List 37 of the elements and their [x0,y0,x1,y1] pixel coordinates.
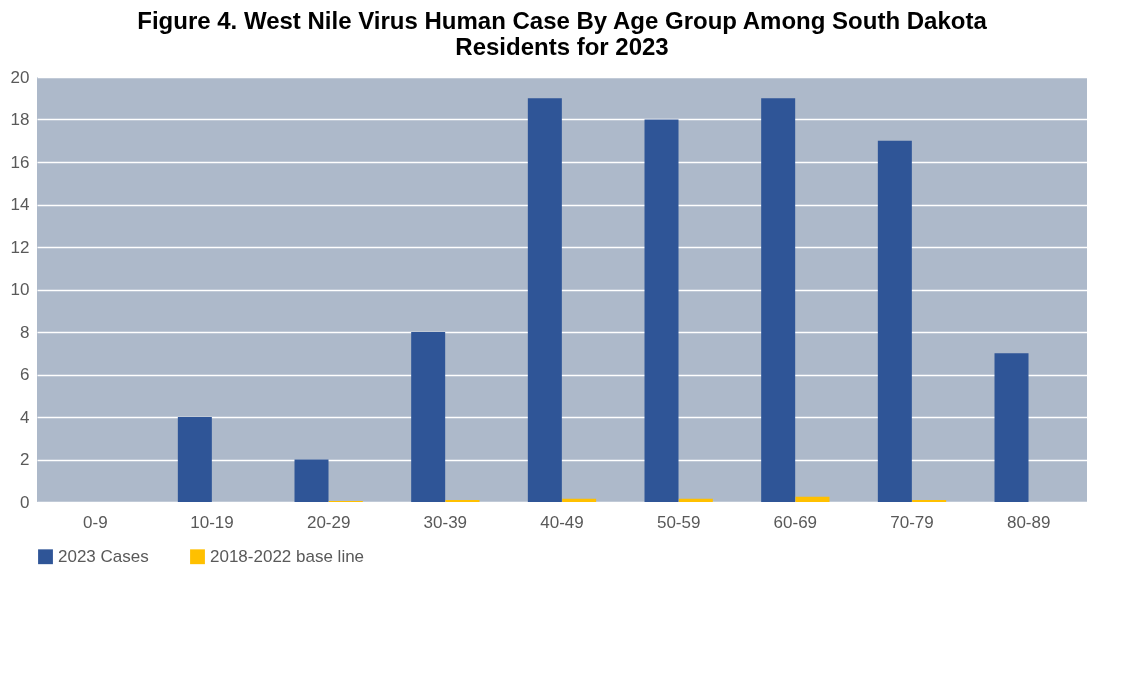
legend-label: 2018-2022 base line [210,546,365,566]
bar [912,499,947,502]
bar [177,417,212,502]
bar [678,498,713,502]
bar [527,98,562,502]
y-tick-label: 18 [10,110,30,129]
bar [994,353,1029,502]
legend-label: 2023 Cases [58,546,149,566]
y-tick-label: 2 [20,450,30,469]
bar [795,496,830,502]
x-tick-label: 0-9 [83,512,108,532]
bar [877,140,912,502]
y-tick-label: 4 [20,407,30,427]
bar [644,119,679,502]
x-tick-label: 50-59 [656,512,701,532]
x-tick-label: 60-69 [773,512,818,532]
bar [445,499,480,502]
bar [761,98,796,502]
bar [411,332,446,502]
x-tick-label: 10-19 [190,512,234,532]
x-tick-label: 30-39 [423,512,468,532]
text: Residents for 2023 [455,33,669,60]
bar [294,459,329,502]
x-tick-label: 80-89 [1006,512,1051,532]
y-tick-label: 20 [10,67,30,87]
y-tick-label: 0 [20,492,30,512]
y-tick-label: 6 [20,365,30,384]
x-tick-label: 70-79 [890,512,934,532]
x-tick-label: 20-29 [306,512,351,532]
y-tick-label: 16 [10,152,30,172]
bar [562,498,597,502]
y-tick-label: 8 [20,322,30,342]
y-tick-label: 14 [10,195,30,214]
x-tick-label: 40-49 [540,512,584,532]
y-tick-label: 10 [10,280,30,299]
y-tick-label: 12 [10,237,30,257]
text: Figure 4. West Nile Virus Human Case By Age Group Among South Dakota [137,7,987,34]
